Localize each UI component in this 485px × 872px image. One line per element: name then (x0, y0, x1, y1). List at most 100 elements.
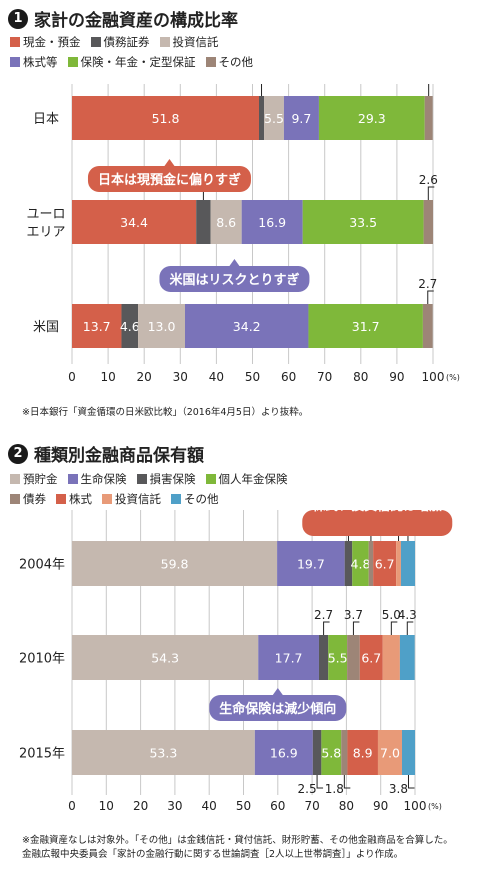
chart-2-bar-segment (373, 541, 397, 586)
chart-2-bar-segment (368, 541, 374, 586)
chart-2-bar-segment (401, 730, 415, 775)
chart-1-leader-line (427, 290, 434, 304)
chart-2-bar-segment (277, 541, 345, 586)
chart-1-data-label: 34.2 (233, 319, 261, 334)
chart-2-leader-line (316, 775, 324, 789)
chart-2-data-label: 1.8 (325, 782, 344, 796)
chart-1-number-badge: 1 (8, 8, 28, 29)
chart-1-tick-label: 90 (389, 370, 404, 384)
chart-2-title-text: 種類別金融商品保有額 (34, 446, 204, 466)
chart-1-data-label: 34.4 (120, 215, 148, 230)
chart-1-data-label: 13.7 (83, 319, 111, 334)
chart-2-legend: 預貯金 生命保険 損害保険 個人年金保険 債券 株式 投資信託 その他 (10, 471, 288, 511)
chart-1-data-label: 29.3 (358, 111, 386, 126)
chart-1-bar-segment (258, 96, 265, 140)
chart-1-bar-segment (138, 304, 185, 348)
chart-2-bar-segment (396, 541, 401, 586)
chart-1-legend-item: その他 (205, 54, 253, 70)
chart-2-data-label: 2.7 (314, 608, 333, 622)
chart-2-tick-label: 30 (167, 799, 182, 813)
chart-1-tick-label: 40 (209, 370, 224, 384)
chart-1-category-label: 米国 (33, 320, 59, 335)
chart-1-footnote-line: ※日本銀行「資金循環の日米欧比較」（2016年4月5日）より抜粋。 (22, 407, 309, 418)
chart-2-data-label: 5.8 (321, 746, 341, 761)
chart-2-category-label: 2010年 (19, 652, 65, 667)
chart-2-tick-label: 70 (304, 799, 319, 813)
chart-1-plot: 0102030405060708090100(%)日本51.81.45.59.7… (26, 84, 460, 384)
chart-1-leader-line (427, 186, 435, 200)
chart-2-bar-segment (399, 635, 415, 680)
chart-1-bar-segment (72, 200, 197, 244)
chart-1-bar-segment (308, 304, 423, 348)
chart-1-legend-item: 保険・年金・定型保証 (67, 54, 196, 70)
chart-1-legend-label: 投資信託 (172, 35, 219, 49)
chart-1-legend: 現金・預金 債務証券 投資信託株式等 保険・年金・定型保証 その他 (10, 34, 253, 74)
chart-2-legend-label: 預貯金 (23, 472, 58, 486)
chart-2-tick-label: 50 (236, 799, 251, 813)
chart-1-bar-segment (72, 96, 259, 140)
chart-2-callout-text: 生命保険は減少傾向 (219, 701, 336, 717)
chart-1-callout-pointer (164, 159, 175, 166)
chart-2-callout-bubble (209, 695, 347, 721)
chart-1-bar-segment (283, 96, 319, 140)
chart-2-category-label: 2004年 (19, 558, 65, 573)
chart-1-bar-segment (264, 96, 284, 140)
chart-1-tick-label: 60 (281, 370, 296, 384)
chart-2-bar-segment (347, 730, 378, 775)
chart-2-callout: 生命保険は減少傾向 (209, 688, 347, 721)
chart-1-tick-label: 100 (422, 370, 445, 384)
chart-2-data-label: 3.7 (344, 608, 363, 622)
chart-1-tick-label: 80 (353, 370, 368, 384)
chart-2-bar-segment (72, 635, 259, 680)
chart-1-title: 1 家計の金融資産の構成比率 (8, 6, 238, 31)
chart-1-tick-label: 0 (68, 370, 76, 384)
chart-1-data-label: 31.7 (352, 319, 380, 334)
chart-2-legend-label: その他 (184, 492, 219, 506)
chart-2-data-label: 4.3 (398, 608, 417, 622)
chart-2-tick-label: 100 (404, 799, 427, 813)
chart-2-data-label: 8.9 (353, 746, 373, 761)
chart-2-callout-pointer (272, 688, 283, 695)
chart-2-data-label: 2.5 (298, 782, 317, 796)
chart-1-leader-line (261, 84, 263, 96)
chart-2-legend-swatch (102, 494, 112, 504)
chart-2-bar-segment (341, 730, 348, 775)
chart-2-legend-swatch (205, 474, 216, 484)
chart-1-callout: 日本は現預金に偏りすぎ (87, 159, 251, 192)
chart-2-bar-segment (344, 541, 353, 586)
chart-1-callout-pointer (229, 259, 240, 266)
chart-2-bar-segment (377, 730, 402, 775)
chart-1-legend-label: 債務証券 (103, 35, 150, 49)
chart-2-bar-segment (72, 730, 255, 775)
chart-1-legend-swatch (205, 57, 216, 67)
chart-2-legend-swatch (171, 494, 181, 504)
chart-1-legend-item: 株式等 (10, 54, 58, 70)
chart-1-bar-segment (184, 304, 309, 348)
chart-1-legend-label: 現金・預金 (23, 35, 81, 49)
chart-2-legend-swatch (136, 474, 147, 484)
chart-1-legend-label: 保険・年金・定型保証 (80, 55, 196, 69)
chart-1-tick-label: 30 (173, 370, 188, 384)
chart-2-bar-segment (347, 635, 360, 680)
chart-1-data-label: 5.5 (264, 111, 284, 126)
chart-1-data-label: 33.5 (349, 215, 377, 230)
chart-2-title: 2 種類別金融商品保有額 (8, 441, 204, 466)
chart-1-callout-bubble (159, 266, 310, 292)
chart-2-legend-label: 生命保険 (80, 472, 127, 486)
chart-1-legend-swatch (10, 37, 20, 47)
chart-1-bar-segment (72, 304, 122, 348)
chart-2-legend-item: 債券 (10, 491, 46, 507)
chart-2-bar-segment (382, 635, 400, 680)
chart-2-leader-line (406, 621, 414, 635)
chart-1-legend-row: 株式等 保険・年金・定型保証 その他 (10, 54, 253, 70)
chart-2-tick-label: 0 (68, 799, 76, 813)
chart-2-footnote-line: 金融広報中央委員会「家計の金融行動に関する世論調査［2人以上世帯調査］」より作成… (22, 849, 404, 860)
chart-2-data-label: 54.3 (151, 651, 179, 666)
chart-1-bar-segment (210, 200, 242, 244)
chart-1-bar-segment (423, 200, 433, 244)
chart-2-leader-line (323, 621, 330, 635)
chart-1-legend-swatch (90, 37, 101, 47)
chart-1-data-label: 16.9 (258, 215, 286, 230)
chart-1-legend-item: 現金・預金 (10, 34, 81, 50)
